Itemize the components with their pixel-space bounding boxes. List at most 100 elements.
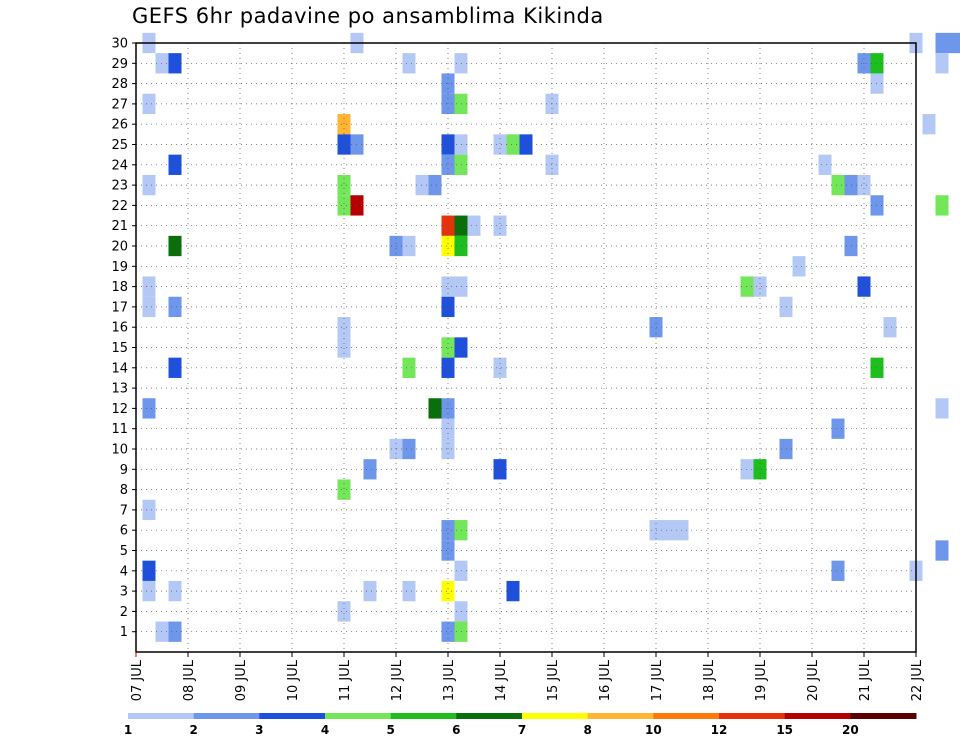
y-tick-label: 5	[120, 544, 128, 559]
heatmap-cell	[168, 154, 182, 175]
y-tick-label: 3	[120, 585, 128, 600]
heatmap-cell	[441, 540, 455, 561]
colorbar-segment	[456, 713, 523, 719]
colorbar-segment	[587, 713, 654, 719]
y-tick-label: 13	[111, 382, 128, 397]
y-tick-label: 1	[120, 625, 128, 640]
heatmap-cell	[168, 296, 182, 318]
heatmap-cell	[792, 256, 806, 277]
heatmap-cell	[857, 276, 871, 297]
cells-layer	[142, 32, 960, 642]
heatmap-cell	[168, 235, 182, 257]
colorbar-label: 5	[386, 723, 394, 737]
y-tick-label: 22	[111, 199, 128, 214]
colorbar-segment	[390, 713, 457, 719]
y-tick-label: 8	[120, 483, 128, 498]
y-tick-label: 4	[120, 564, 128, 579]
colorbar-layer: 1 2 3 4 5 6 7 8 10 12 15 20	[124, 713, 917, 737]
colorbar-label: 1	[124, 723, 132, 737]
y-tick-label: 24	[111, 158, 128, 173]
heatmap-cell	[363, 580, 377, 602]
heatmap-cell	[402, 580, 416, 602]
y-tick-label: 11	[111, 422, 128, 437]
heatmap-cell	[337, 337, 351, 358]
heatmap-cell	[428, 174, 442, 196]
x-tick-label: 18 JUL	[702, 659, 717, 701]
y-tick-label: 6	[120, 524, 128, 539]
y-tick-label: 18	[111, 280, 128, 295]
colorbar-label: 3	[255, 723, 263, 737]
heatmap-cell	[168, 621, 182, 642]
colorbar-segment	[522, 713, 589, 719]
heatmap-cell	[402, 53, 416, 74]
y-tick-label: 17	[111, 300, 128, 315]
heatmap-cell	[428, 398, 442, 419]
y-tick-label: 16	[111, 321, 128, 336]
y-tick-label: 9	[120, 463, 128, 478]
heatmap-cell	[168, 357, 182, 378]
heatmap-cell	[506, 580, 520, 602]
colorbar-segment	[193, 713, 260, 719]
y-tick-label: 19	[111, 260, 128, 275]
heatmap-cell	[948, 32, 960, 54]
heatmap-cell	[493, 357, 507, 378]
y-tick-label: 29	[111, 57, 128, 72]
heatmap-cell	[935, 32, 949, 54]
y-tick-label: 10	[111, 443, 128, 458]
y-tick-label: 12	[111, 402, 128, 417]
x-tick-label: 07 JUL	[130, 659, 145, 701]
heatmap-cell	[441, 357, 455, 378]
y-tick-label: 23	[111, 179, 128, 194]
heatmap-cell	[935, 398, 949, 419]
heatmap-cell	[337, 195, 351, 216]
heatmap-cell	[753, 276, 767, 297]
heatmap-cell	[935, 53, 949, 74]
y-tick-label: 30	[111, 37, 128, 52]
heatmap-cell	[363, 459, 377, 480]
heatmap-cell	[337, 114, 351, 135]
heatmap-cell	[493, 215, 507, 236]
heatmap-cell	[142, 174, 156, 196]
y-tick-label: 15	[111, 341, 128, 356]
y-tick-label: 28	[111, 77, 128, 92]
heatmap-cell	[337, 601, 351, 622]
colorbar-label: 2	[189, 723, 197, 737]
colorbar-label: 8	[583, 723, 591, 737]
heatmap-cell	[142, 296, 156, 318]
colorbar-label: 15	[776, 723, 793, 737]
x-tick-label: 21 JUL	[858, 659, 873, 701]
colorbar-segment	[325, 713, 392, 719]
axes-layer: 1234567891011121314151617181920212223242…	[111, 37, 925, 702]
heatmap-cell	[402, 357, 416, 378]
heatmap-cell	[831, 418, 845, 439]
heatmap-cell	[662, 520, 676, 541]
heatmap-cell	[441, 235, 455, 257]
heatmap-cell	[142, 93, 156, 115]
x-tick-label: 09 JUL	[234, 659, 249, 701]
colorbar-segment	[784, 713, 851, 719]
heatmap-cell	[402, 438, 416, 460]
heatmap-cell	[935, 195, 949, 216]
heatmap-cell	[922, 114, 936, 135]
heatmap-cell	[493, 134, 507, 155]
chart-title: GEFS 6hr padavine po ansamblima Kikinda	[132, 4, 604, 28]
heatmap-cell	[168, 580, 182, 602]
heatmap-cell	[935, 540, 949, 561]
y-tick-label: 20	[111, 240, 128, 255]
heatmap-cell	[142, 398, 156, 419]
heatmap-cell	[402, 235, 416, 257]
x-tick-label: 12 JUL	[390, 659, 405, 701]
heatmap-cell	[441, 580, 455, 602]
heatmap-cell	[441, 621, 455, 642]
colorbar-segment	[259, 713, 326, 719]
heatmap-cell	[441, 215, 455, 236]
x-tick-label: 15 JUL	[546, 659, 561, 701]
y-tick-label: 2	[120, 605, 128, 620]
colorbar-label: 20	[842, 723, 859, 737]
heatmap-cell	[831, 174, 845, 196]
y-tick-label: 14	[111, 361, 128, 376]
x-tick-label: 08 JUL	[182, 659, 197, 701]
heatmap-cell	[883, 317, 897, 338]
heatmap-cell	[441, 520, 455, 541]
heatmap-cell	[337, 134, 351, 155]
